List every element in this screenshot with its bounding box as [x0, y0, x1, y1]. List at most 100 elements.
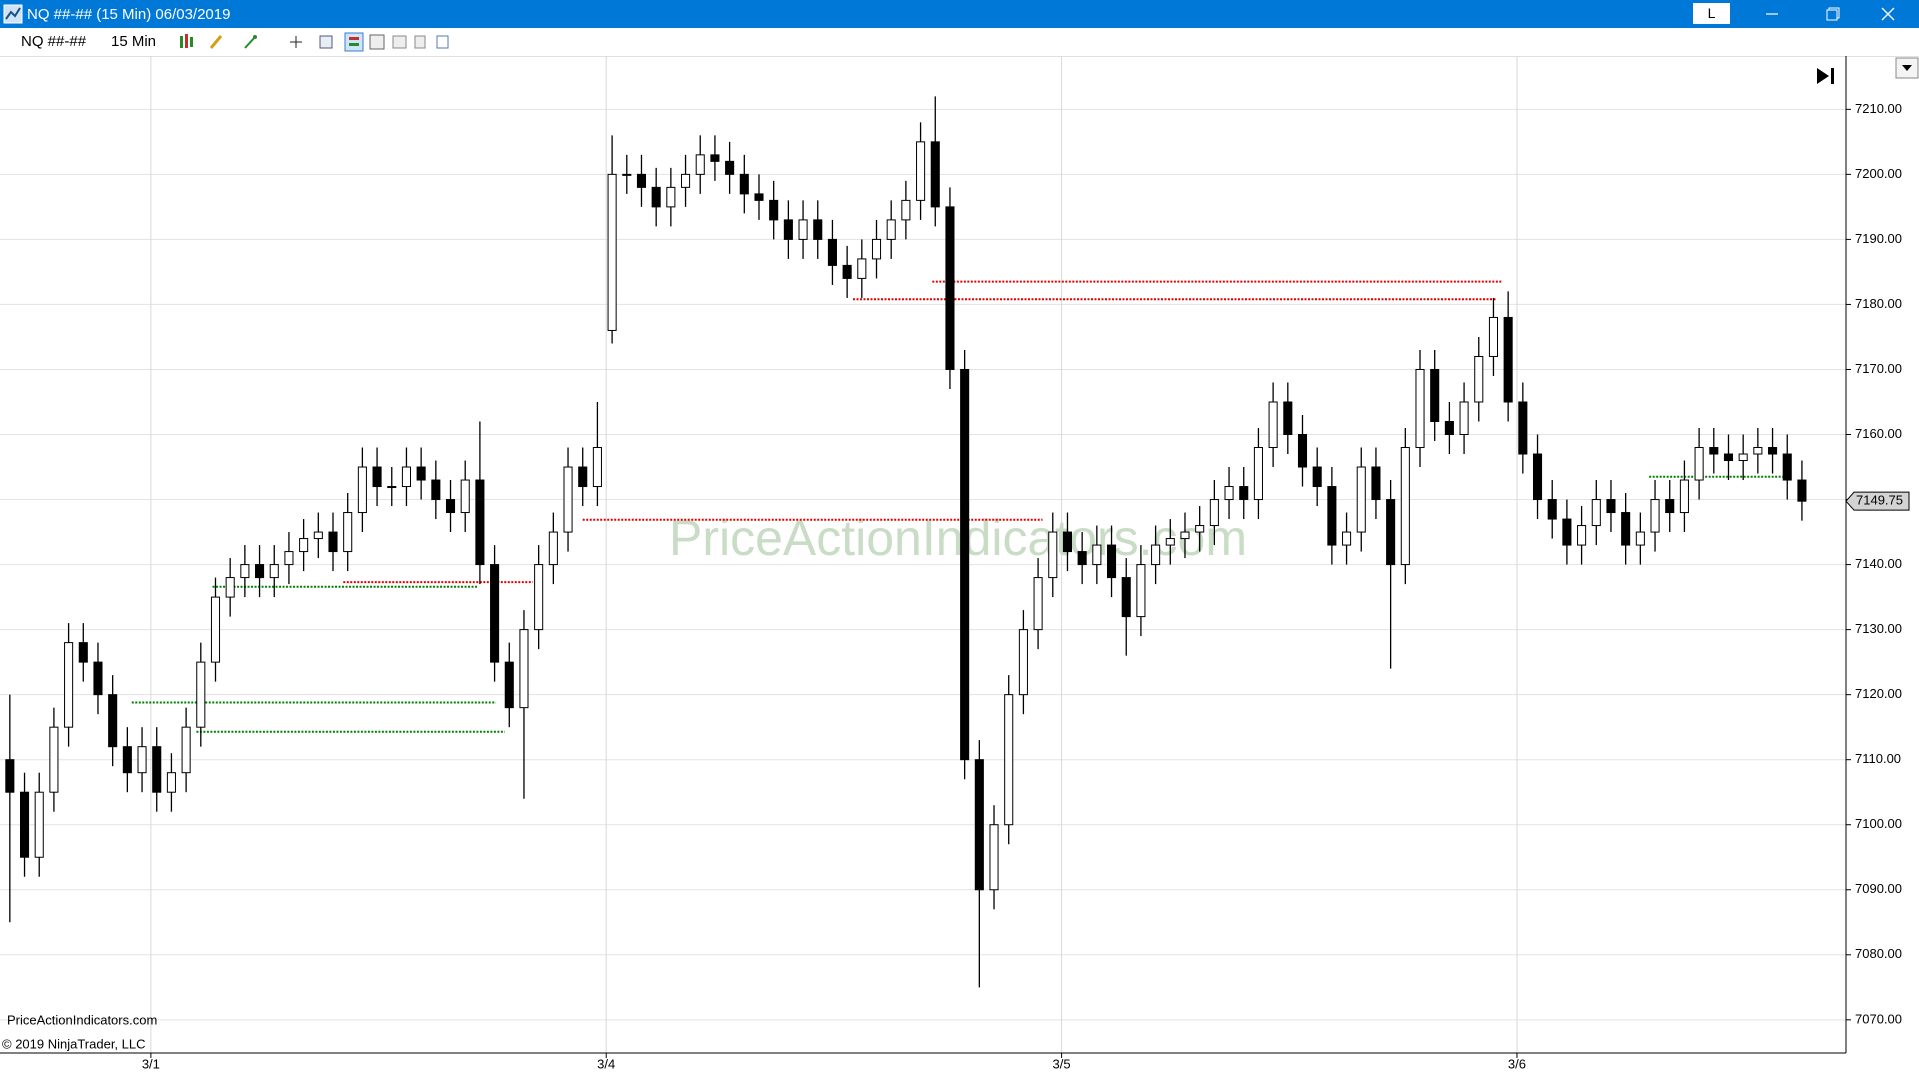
y-tick-label: 7110.00: [1855, 751, 1901, 766]
candle-body: [1606, 499, 1616, 514]
candle-body: [5, 759, 15, 793]
candle-body: [592, 447, 602, 488]
candle-body: [916, 141, 926, 201]
indicators-button[interactable]: [369, 34, 385, 50]
candle-body: [1327, 486, 1337, 546]
interval-selector[interactable]: 15 Min: [111, 33, 157, 50]
x-tick-label: 3/5: [1053, 1056, 1071, 1071]
candle-body: [34, 791, 44, 858]
title-bar: NQ ##-## (15 Min) 06/03/2019 L: [0, 0, 1919, 28]
strategies-button[interactable]: [392, 35, 407, 49]
close[interactable]: [1881, 7, 1895, 21]
candle-body: [445, 499, 456, 514]
last-price-label: 7149.75: [1856, 493, 1903, 508]
candle-body: [1356, 466, 1366, 533]
candle-body: [1459, 401, 1469, 436]
window-title: NQ ##-## (15 Min) 06/03/2019: [27, 6, 231, 23]
candle-body: [989, 824, 999, 891]
candle-body: [871, 238, 882, 260]
candle-body: [255, 564, 265, 579]
restore[interactable]: [1826, 7, 1840, 21]
candle-body: [196, 661, 206, 728]
chart-trader-button[interactable]: [344, 32, 364, 52]
app-icon: [3, 4, 23, 24]
candle-body: [1694, 447, 1704, 481]
candle-body: [1723, 453, 1734, 462]
y-tick-label: 7120.00: [1855, 686, 1902, 701]
properties-button[interactable]: [414, 35, 426, 49]
y-tick-label: 7170.00: [1855, 361, 1902, 376]
candle-body: [1782, 453, 1792, 481]
candle-body: [1532, 453, 1543, 501]
candle-body: [857, 258, 867, 279]
jump-to-end[interactable]: [1817, 68, 1834, 84]
candle-body: [269, 564, 279, 579]
candle-body: [1253, 447, 1263, 501]
y-tick-label: 7210.00: [1855, 101, 1902, 116]
candle-body: [1004, 694, 1014, 826]
candle-body: [1562, 518, 1572, 546]
candle-body: [313, 531, 323, 540]
candle-body: [1665, 499, 1675, 514]
candle-body: [93, 661, 103, 696]
data-box-button[interactable]: [436, 35, 449, 49]
grid: [0, 56, 1846, 1053]
candle-body: [783, 219, 793, 240]
candle-body: [519, 629, 529, 709]
annotation: © 2019 NinjaTrader, LLC: [2, 1036, 146, 1051]
candle-body: [1415, 368, 1425, 449]
zoom-button[interactable]: [319, 35, 333, 49]
candle-body: [1488, 316, 1498, 357]
instrument-selector[interactable]: NQ ##-##: [21, 33, 87, 50]
candle-body: [181, 726, 191, 774]
candle-body: [798, 219, 808, 240]
candle-body: [343, 512, 353, 553]
candle-body: [108, 694, 118, 748]
candle-body: [930, 141, 940, 208]
candle-body: [1591, 499, 1601, 527]
y-tick-label: 7190.00: [1855, 231, 1902, 246]
candle-body: [357, 466, 367, 514]
candle-body: [1709, 447, 1719, 455]
candle-body: [416, 466, 426, 481]
candle-body: [1547, 499, 1557, 520]
candle-body: [1033, 577, 1043, 631]
scroll-menu[interactable]: [1895, 57, 1919, 79]
candle-body: [1386, 499, 1396, 566]
candle-body: [901, 199, 911, 221]
candle-body: [1062, 531, 1073, 553]
candle-body: [1503, 316, 1513, 403]
bar-type-button[interactable]: [180, 34, 193, 48]
candle-body: [1209, 499, 1219, 527]
toolbar: NQ ##-## 15 Min ▼ ▼: [0, 28, 1919, 57]
candle-body: [1121, 577, 1131, 618]
candle-body: [1077, 551, 1087, 566]
candle-body: [1430, 368, 1440, 423]
annotation: PriceActionIndicators.com: [7, 1012, 157, 1027]
candle-body: [695, 154, 705, 175]
candle-body: [1650, 499, 1660, 533]
candle-body: [387, 486, 397, 489]
candle-body: [1297, 434, 1308, 468]
candle-body: [710, 154, 720, 162]
candle-body: [1268, 401, 1278, 449]
candle-body: [475, 479, 485, 566]
candle-body: [945, 206, 955, 370]
drawing-tool-button[interactable]: [209, 35, 223, 49]
candle-body: [78, 642, 88, 663]
candle-body: [1738, 453, 1748, 462]
candle-body: [1018, 629, 1028, 696]
window-controls: [1766, 7, 1895, 21]
candle-body: [1444, 421, 1454, 436]
candle-body: [827, 238, 837, 266]
crosshair-button[interactable]: [290, 36, 302, 48]
candle-body: [460, 479, 470, 514]
x-tick-label: 3/6: [1508, 1056, 1526, 1071]
candle-body: [49, 726, 59, 793]
link-button[interactable]: L: [1693, 3, 1730, 24]
candle-body: [1283, 401, 1293, 436]
marker-button[interactable]: [244, 35, 257, 49]
candle-body: [1518, 401, 1528, 455]
y-tick-label: 7200.00: [1855, 166, 1902, 181]
